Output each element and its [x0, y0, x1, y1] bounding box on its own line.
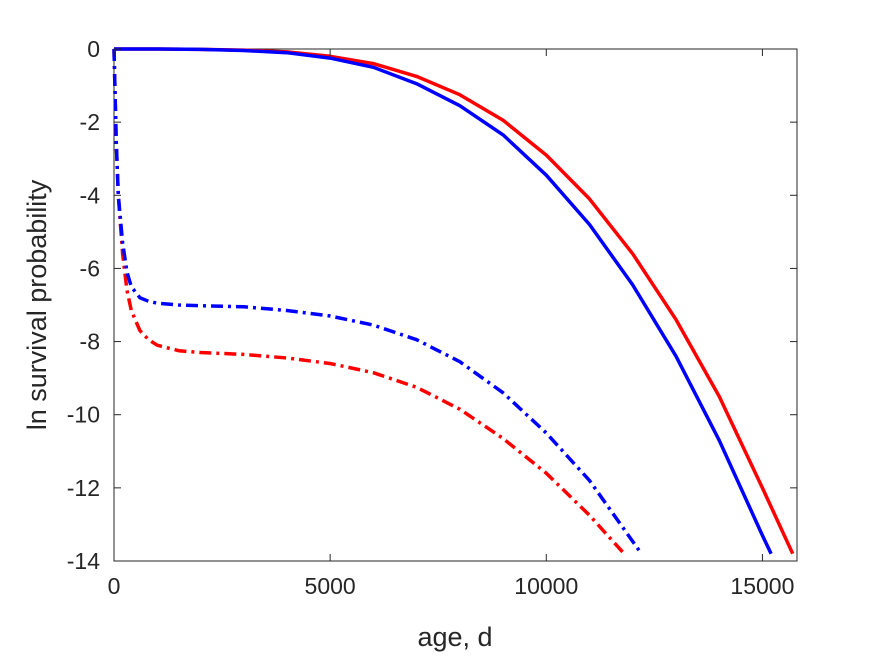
y-tick-label: 0	[87, 36, 100, 62]
y-tick-label: -10	[67, 402, 100, 428]
series-line-4	[112, 48, 643, 555]
x-axis-label: age, d	[417, 622, 492, 652]
x-tick-label: 5000	[305, 573, 356, 599]
plot-area	[113, 48, 798, 562]
series-line-2	[114, 47, 773, 555]
y-tick-label: -8	[80, 329, 100, 355]
x-tick-label: 15000	[730, 573, 794, 599]
x-tick-label: 10000	[514, 573, 578, 599]
y-tick-label: -12	[67, 475, 100, 501]
series-layer	[112, 47, 795, 555]
series-line-3	[112, 48, 626, 555]
y-tick-label: -6	[80, 255, 100, 281]
y-tick-label: -2	[80, 109, 100, 135]
x-tick-label: 0	[108, 573, 121, 599]
axes-layer: 0 5000 10000 15000 0 -2 -4 -6 -8 -10 -12 -14	[67, 36, 797, 599]
y-tick-label: -14	[67, 548, 100, 574]
y-tick-label: -4	[80, 182, 101, 208]
y-axis-label: ln survival probability	[22, 179, 52, 430]
